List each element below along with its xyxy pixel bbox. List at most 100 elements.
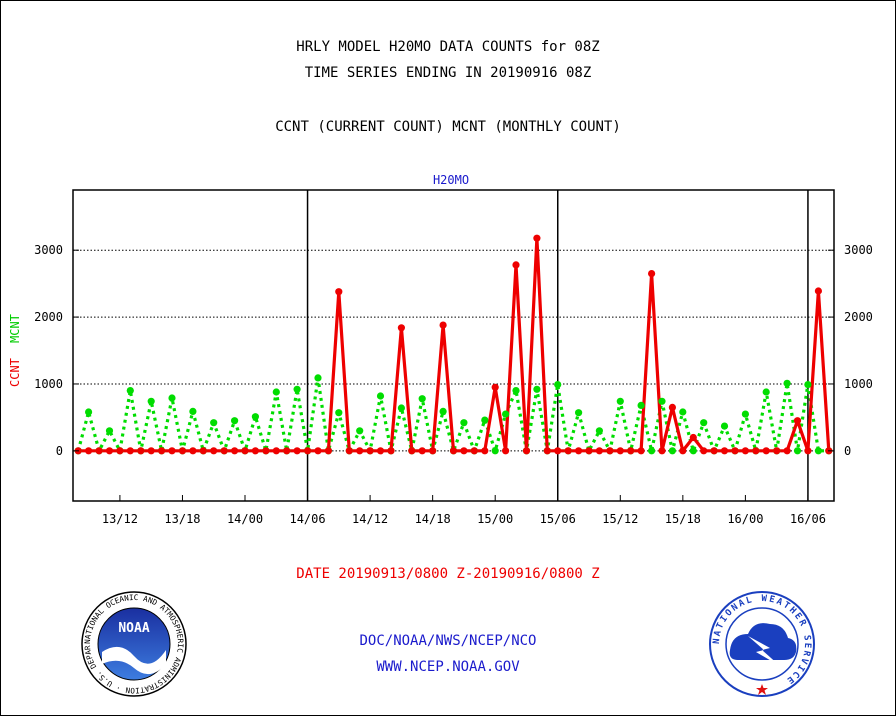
point-mcnt [616,397,624,405]
point-ccnt [356,447,364,455]
point-ccnt [512,261,520,269]
point-mcnt [741,410,750,418]
point-ccnt [137,447,145,455]
point-ccnt [658,447,666,455]
point-ccnt [522,447,531,455]
point-mcnt [637,401,645,409]
point-ccnt [481,447,489,455]
grid-lines [73,249,834,452]
point-ccnt [543,447,551,455]
x-tick-label: 14/00 [227,512,263,526]
point-ccnt [449,447,458,455]
y-tick-label-right: 0 [844,444,851,458]
point-ccnt [168,447,176,455]
point-mcnt [502,410,510,418]
point-mcnt [793,447,802,455]
ylabel-mcnt: MCNT [8,314,22,343]
cloud-icon [729,623,797,660]
y-tick-label-left: 1000 [34,377,63,391]
point-ccnt [710,447,718,455]
point-mcnt [533,385,541,393]
x-tick-label: 16/06 [790,512,826,526]
point-ccnt [689,433,697,442]
x-tick-label: 14/06 [289,512,325,526]
point-ccnt [491,383,499,391]
point-ccnt [376,447,385,455]
chart-title-line2: TIME SERIES ENDING IN 20190916 08Z [304,65,592,81]
nws-logo: NATIONAL WEATHER SERVICE [709,591,815,697]
point-ccnt [231,447,239,455]
point-mcnt [814,447,823,455]
series-line-ccnt [78,236,831,453]
point-ccnt [679,447,687,455]
website-link[interactable]: WWW.NCEP.NOAA.GOV [376,659,520,675]
point-ccnt [627,447,635,455]
x-tick-label: 13/18 [164,512,200,526]
point-mcnt [679,408,687,416]
point-ccnt [564,447,572,455]
point-ccnt [283,447,291,455]
star-icon [756,684,768,695]
y-tick-label-right: 1000 [844,377,873,391]
point-ccnt [418,447,426,455]
point-mcnt [720,422,729,430]
point-ccnt [439,321,447,329]
point-ccnt [408,447,416,455]
panel-label: H20MO [433,173,469,187]
point-ccnt [783,447,791,455]
point-mcnt [231,417,239,425]
point-ccnt [158,447,166,455]
ylabel-ccnt: CCNT [8,358,22,387]
point-mcnt [783,379,791,387]
point-mcnt [397,404,405,412]
point-mcnt [210,419,218,427]
point-ccnt [554,447,562,455]
point-mcnt [376,392,385,400]
series-points [74,234,833,455]
x-tick-label: 13/12 [102,512,138,526]
x-tick-label: 15/18 [665,512,701,526]
series-lines [76,236,831,453]
point-mcnt [804,381,812,389]
point-ccnt [178,447,187,455]
point-mcnt [689,447,697,455]
point-ccnt [429,447,437,455]
noaa-logo: NATIONAL OCEANIC AND ATMOSPHERIC ADMINIS… [80,590,187,697]
point-ccnt [293,447,301,455]
point-mcnt [356,427,364,435]
point-mcnt [251,413,259,421]
point-mcnt [491,447,499,455]
point-mcnt [168,394,176,402]
chart-subtitle: CCNT (CURRENT COUNT) MCNT (MONTHLY COUNT… [275,119,621,135]
point-ccnt [752,447,760,455]
point-ccnt [533,234,541,242]
point-ccnt [272,447,280,455]
point-ccnt [668,403,677,411]
point-ccnt [126,447,134,455]
point-ccnt [251,447,259,455]
x-tick-label: 16/00 [727,512,763,526]
point-ccnt [387,447,395,455]
point-mcnt [147,397,155,405]
point-mcnt [554,381,562,389]
point-ccnt [345,447,353,455]
point-ccnt [314,447,322,455]
point-mcnt [418,395,426,403]
point-ccnt [85,447,93,455]
point-mcnt [762,388,770,396]
point-ccnt [575,447,583,455]
point-ccnt [199,447,207,455]
point-ccnt [335,288,343,296]
point-ccnt [720,447,729,455]
point-ccnt [460,447,468,455]
y-tick-label-left: 3000 [34,243,63,257]
point-mcnt [293,385,301,393]
x-tick-label: 15/12 [602,512,638,526]
point-ccnt [470,447,478,455]
point-ccnt [773,447,781,455]
x-tick-label: 14/12 [352,512,388,526]
x-tick-label: 14/18 [415,512,451,526]
point-ccnt [366,447,374,455]
point-ccnt [637,447,645,455]
